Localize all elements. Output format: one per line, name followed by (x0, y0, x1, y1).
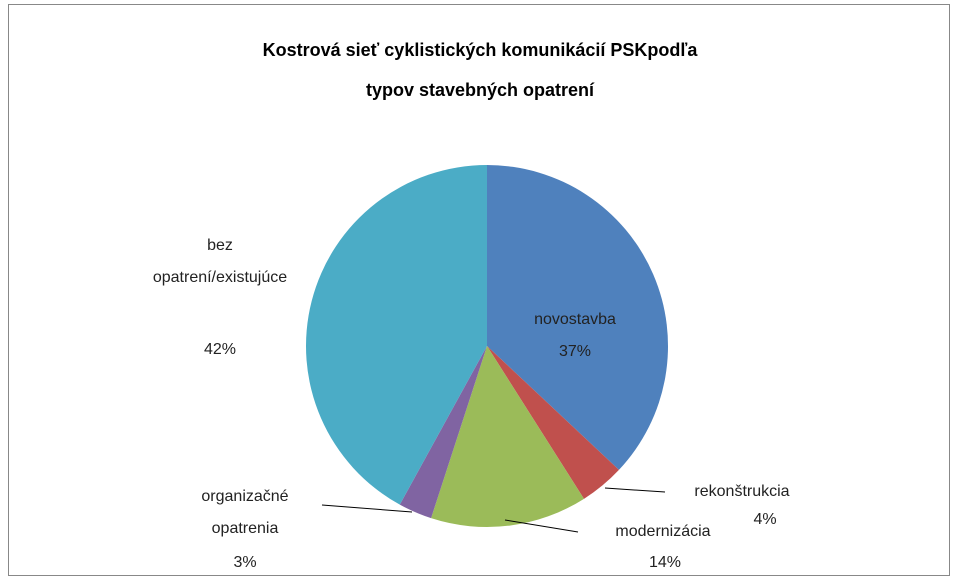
leader-line (321, 504, 413, 513)
pie-slice (306, 165, 487, 505)
pie-slice (487, 346, 619, 499)
slice-value-label: 42% (203, 341, 237, 358)
leader-line (504, 519, 579, 533)
slice-value-label: 4% (753, 511, 777, 528)
slice-label: novostavba (534, 311, 616, 328)
pie-slice (431, 346, 584, 527)
slice-value-label: 37% (558, 343, 592, 360)
chart-title: Kostrová sieť cyklistických komunikácií … (262, 40, 698, 100)
slice-value-label: 3% (233, 554, 257, 571)
slice-label: rekonštrukcia (694, 483, 790, 500)
slice-value-label: 14% (648, 554, 682, 571)
leader-line (604, 487, 666, 493)
slice-label: bez opatrení/existujúce (152, 237, 288, 286)
pie-slice (487, 165, 668, 470)
chart-frame (8, 4, 950, 576)
slice-label: modernizácia (615, 523, 711, 540)
slice-label: organizačné opatrenia (201, 488, 289, 537)
pie-slice (399, 346, 487, 519)
